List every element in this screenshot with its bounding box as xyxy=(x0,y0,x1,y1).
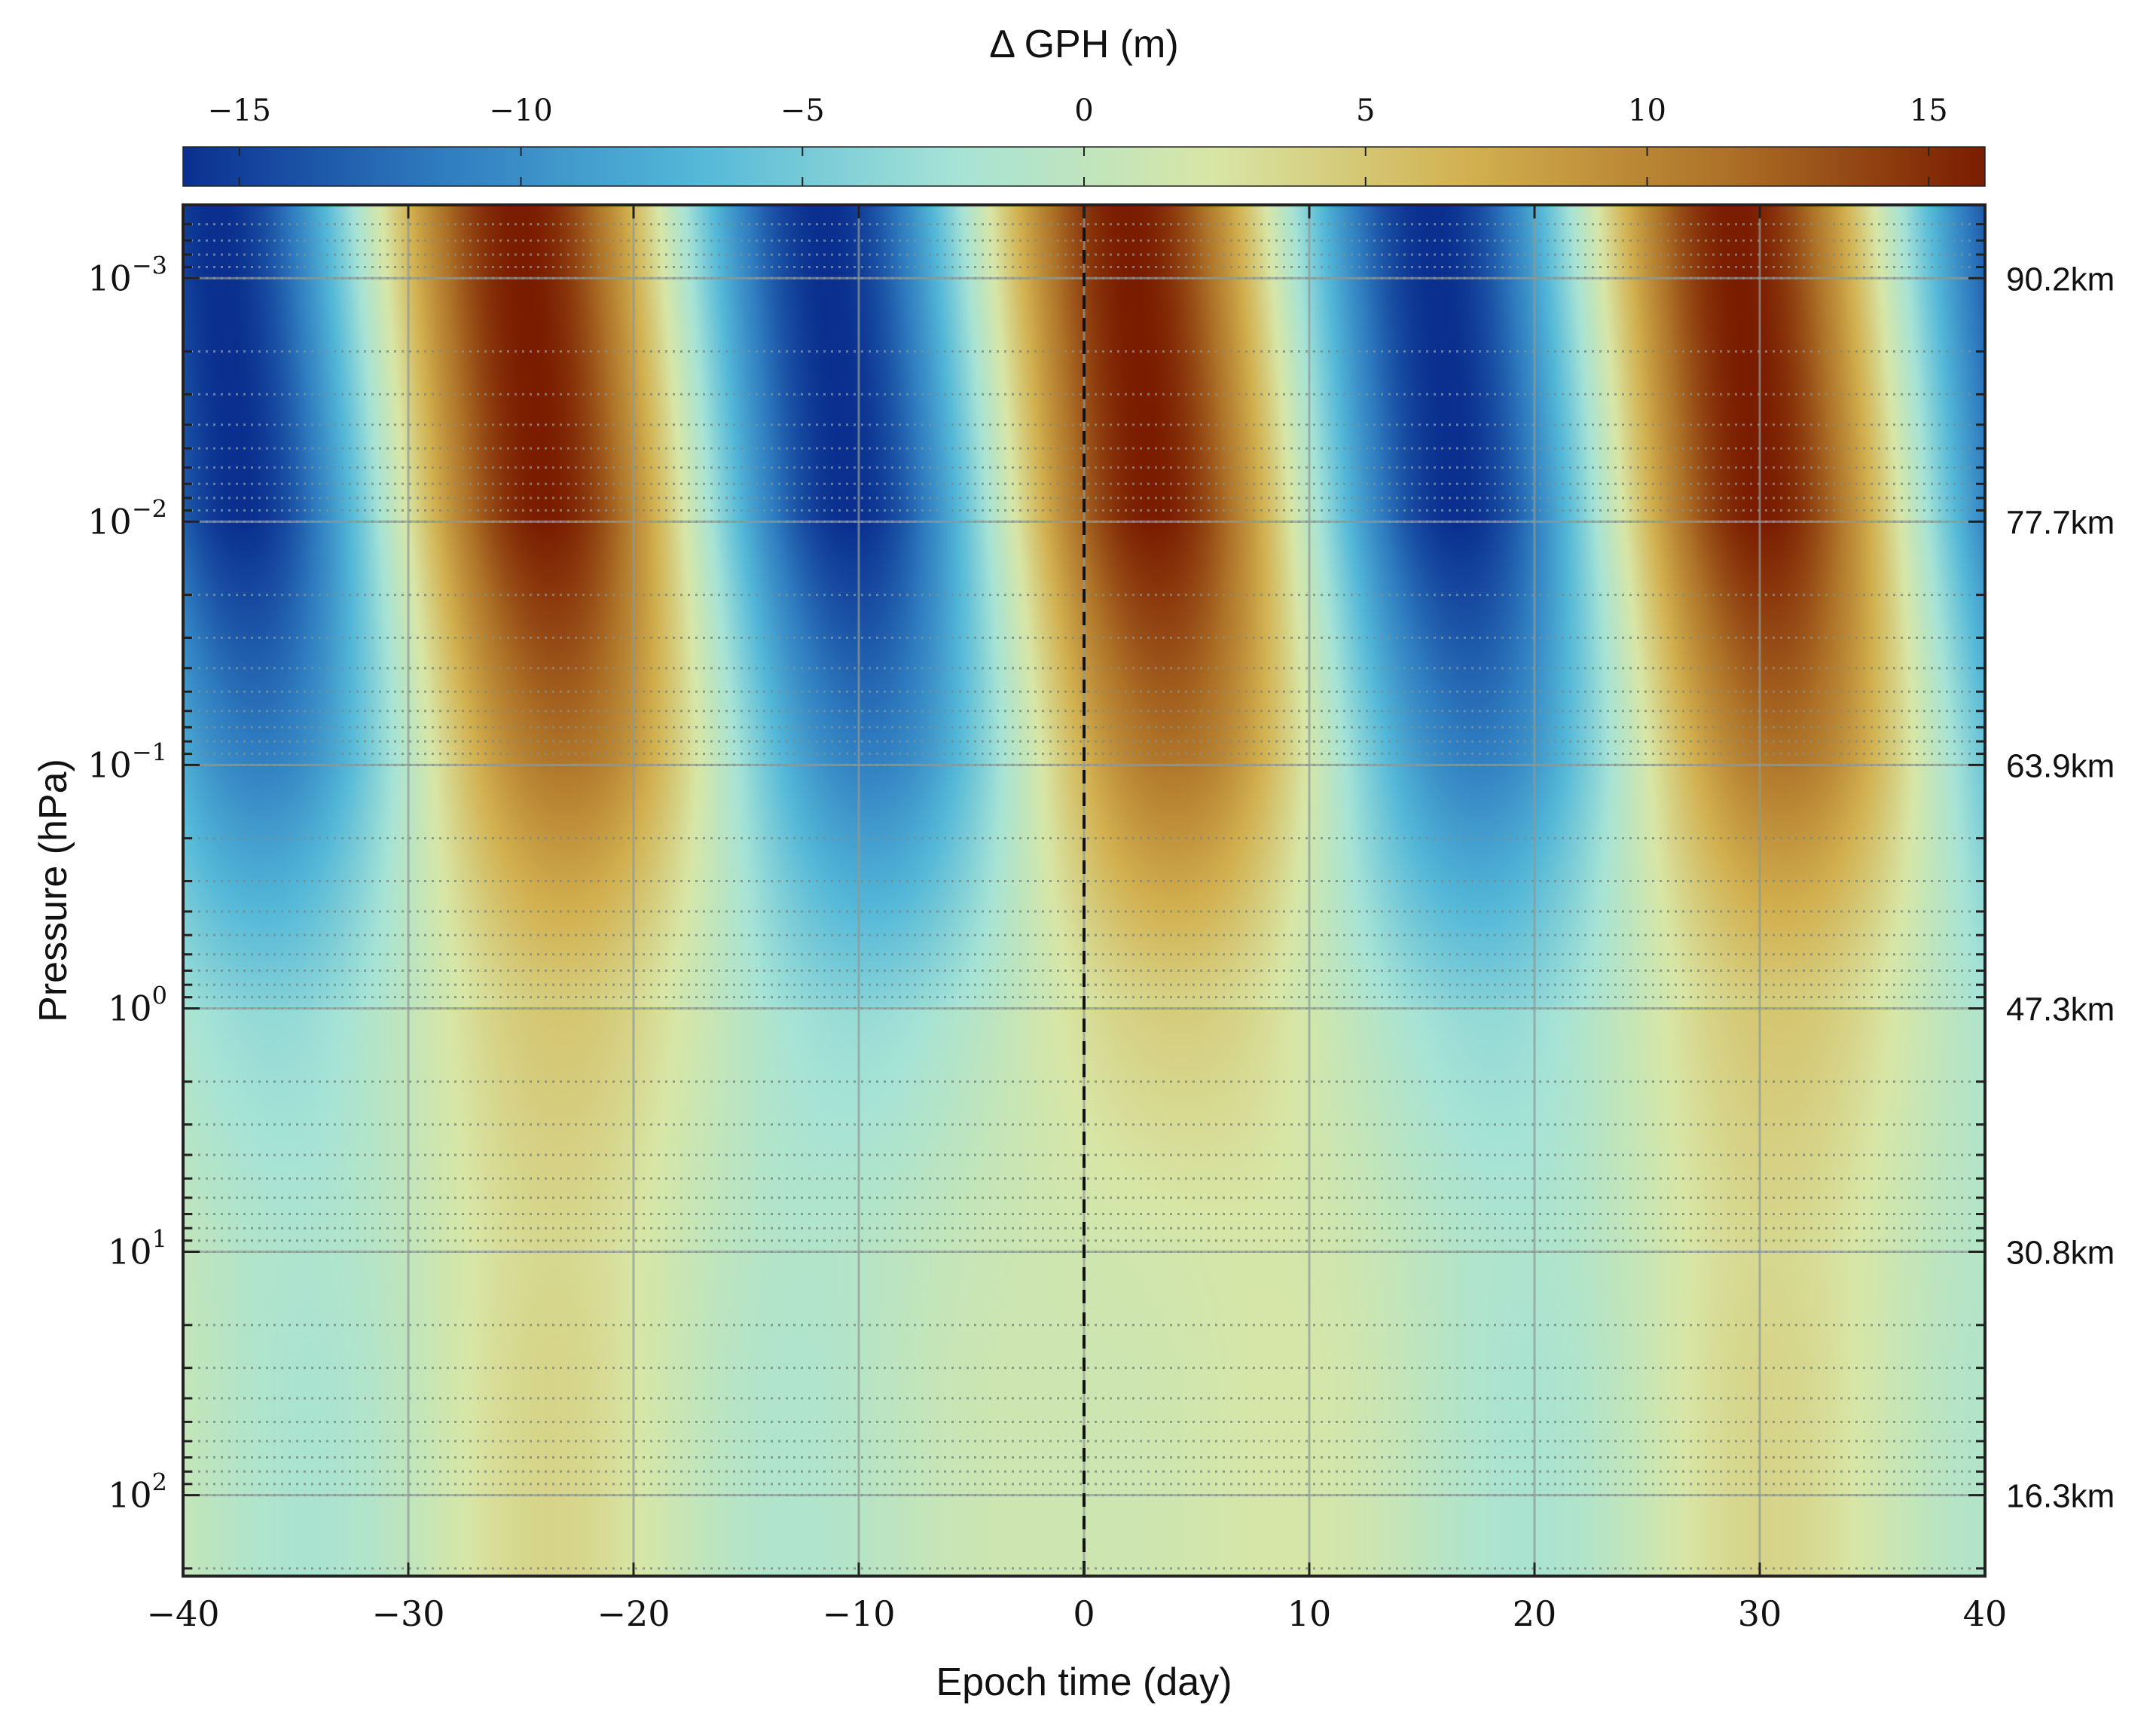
y-tick-base: 10 xyxy=(108,1232,152,1272)
y-tick-exponent: −2 xyxy=(132,494,167,523)
y-tick-exponent: −3 xyxy=(132,251,167,280)
x-tick-label: −30 xyxy=(371,1593,444,1634)
y-tick-exponent: −1 xyxy=(132,738,167,766)
y-tick-exponent: 2 xyxy=(152,1468,167,1497)
altitude-axis: 90.2km 77.7km 63.9km 47.3km 30.8km 16.3km xyxy=(2006,261,2115,1514)
y-tick-base: 10 xyxy=(87,744,132,785)
altitude-label: 30.8km xyxy=(2006,1235,2115,1272)
colorbar-tick-label: 15 xyxy=(1910,93,1948,128)
x-tick-label: 20 xyxy=(1513,1593,1557,1634)
colorbar-tick-label: 10 xyxy=(1628,93,1666,128)
x-tick-label: 0 xyxy=(1073,1593,1095,1634)
colorbar-tick-label: 0 xyxy=(1074,93,1093,128)
colorbar-tick-label: −10 xyxy=(489,93,552,128)
x-tick-label: −10 xyxy=(822,1593,895,1634)
y-tick-base: 10 xyxy=(108,988,152,1028)
colorbar-tick-label: −15 xyxy=(208,93,271,128)
y-tick-base: 10 xyxy=(87,501,132,542)
y-tick-label: 101 xyxy=(108,1225,167,1272)
y-tick-label: 10−2 xyxy=(87,494,167,542)
x-axis: −40 −30 −20 −10 0 10 20 30 40 xyxy=(146,205,2007,1634)
x-tick-label: −40 xyxy=(146,1593,219,1634)
y-axis-label: Pressure (hPa) xyxy=(32,759,75,1022)
altitude-label: 77.7km xyxy=(2006,504,2115,541)
x-tick-label: 30 xyxy=(1738,1593,1782,1634)
colorbar: −15 −10 −5 0 5 10 15 Δ GPH (m) xyxy=(182,23,1986,187)
x-axis-label: Epoch time (day) xyxy=(936,1660,1232,1704)
altitude-label: 63.9km xyxy=(2006,747,2115,784)
y-tick-exponent: 0 xyxy=(152,981,167,1010)
y-tick-label: 10−3 xyxy=(87,251,167,298)
y-tick-base: 10 xyxy=(87,258,132,298)
colorbar-ticks: −15 −10 −5 0 5 10 15 xyxy=(208,93,1948,186)
colorbar-tick-label: 5 xyxy=(1356,93,1375,128)
y-tick-label: 10−1 xyxy=(87,738,167,785)
y-tick-exponent: 1 xyxy=(152,1225,167,1254)
altitude-label: 16.3km xyxy=(2006,1478,2115,1515)
x-tick-label: −20 xyxy=(597,1593,670,1634)
y-tick-label: 102 xyxy=(108,1468,167,1516)
colorbar-tick-label: −5 xyxy=(780,93,825,128)
x-tick-label: 10 xyxy=(1287,1593,1332,1634)
heatmap-area xyxy=(183,205,1985,1576)
altitude-label: 90.2km xyxy=(2006,261,2115,298)
altitude-label: 47.3km xyxy=(2006,991,2115,1028)
y-tick-base: 10 xyxy=(108,1475,152,1516)
x-tick-label: 40 xyxy=(1963,1593,2008,1634)
y-tick-label: 100 xyxy=(108,981,167,1028)
colorbar-label: Δ GPH (m) xyxy=(989,23,1178,66)
